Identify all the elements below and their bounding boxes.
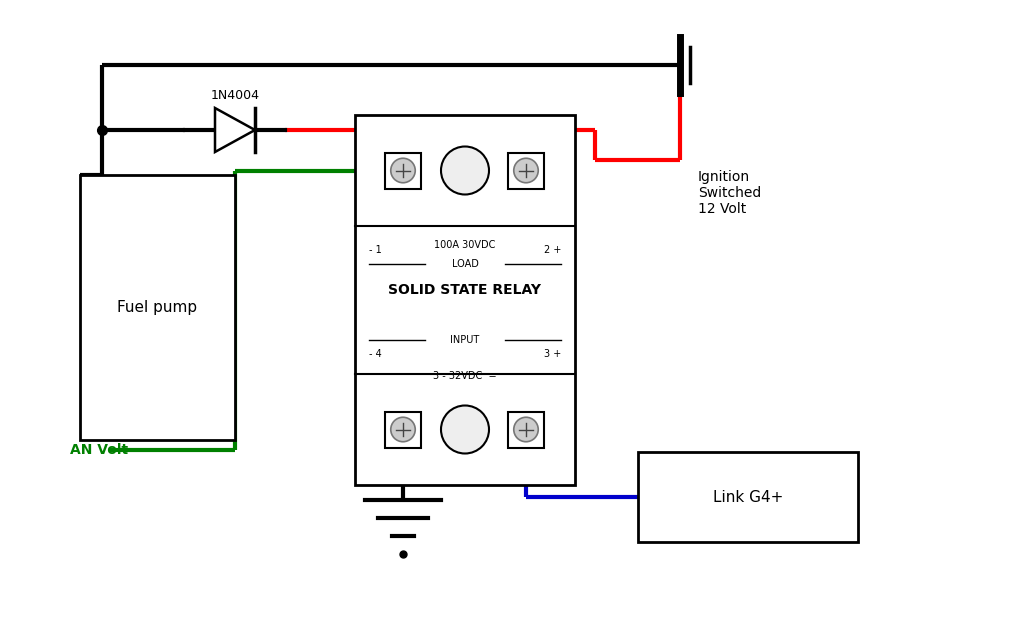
Circle shape (391, 418, 415, 442)
Text: Fuel pump: Fuel pump (118, 300, 197, 315)
Text: SOLID STATE RELAY: SOLID STATE RELAY (388, 283, 542, 297)
Bar (508, 411, 544, 448)
Text: Ignition
Switched
12 Volt: Ignition Switched 12 Volt (698, 170, 762, 217)
Text: 100A 30VDC: 100A 30VDC (434, 240, 495, 250)
Text: LOAD: LOAD (452, 259, 479, 269)
Polygon shape (215, 108, 255, 152)
Text: INPUT: INPUT (450, 335, 480, 345)
Text: - 4: - 4 (369, 349, 382, 359)
Bar (385, 153, 421, 188)
Text: 3 - 32VDC  =: 3 - 32VDC = (433, 371, 496, 381)
Bar (80, 175, 235, 440)
Bar (638, 452, 858, 542)
Text: 2 +: 2 + (544, 245, 561, 255)
Text: 3 +: 3 + (544, 349, 561, 359)
Circle shape (514, 158, 539, 183)
Text: Link G4+: Link G4+ (713, 490, 783, 505)
Circle shape (441, 406, 489, 453)
Circle shape (514, 418, 539, 442)
Bar (355, 115, 575, 485)
Circle shape (391, 158, 415, 183)
Bar (385, 411, 421, 448)
Circle shape (441, 146, 489, 195)
Text: 1N4004: 1N4004 (211, 89, 259, 102)
Bar (508, 153, 544, 188)
Text: - 1: - 1 (369, 245, 382, 255)
Text: AN Volt: AN Volt (70, 443, 128, 457)
